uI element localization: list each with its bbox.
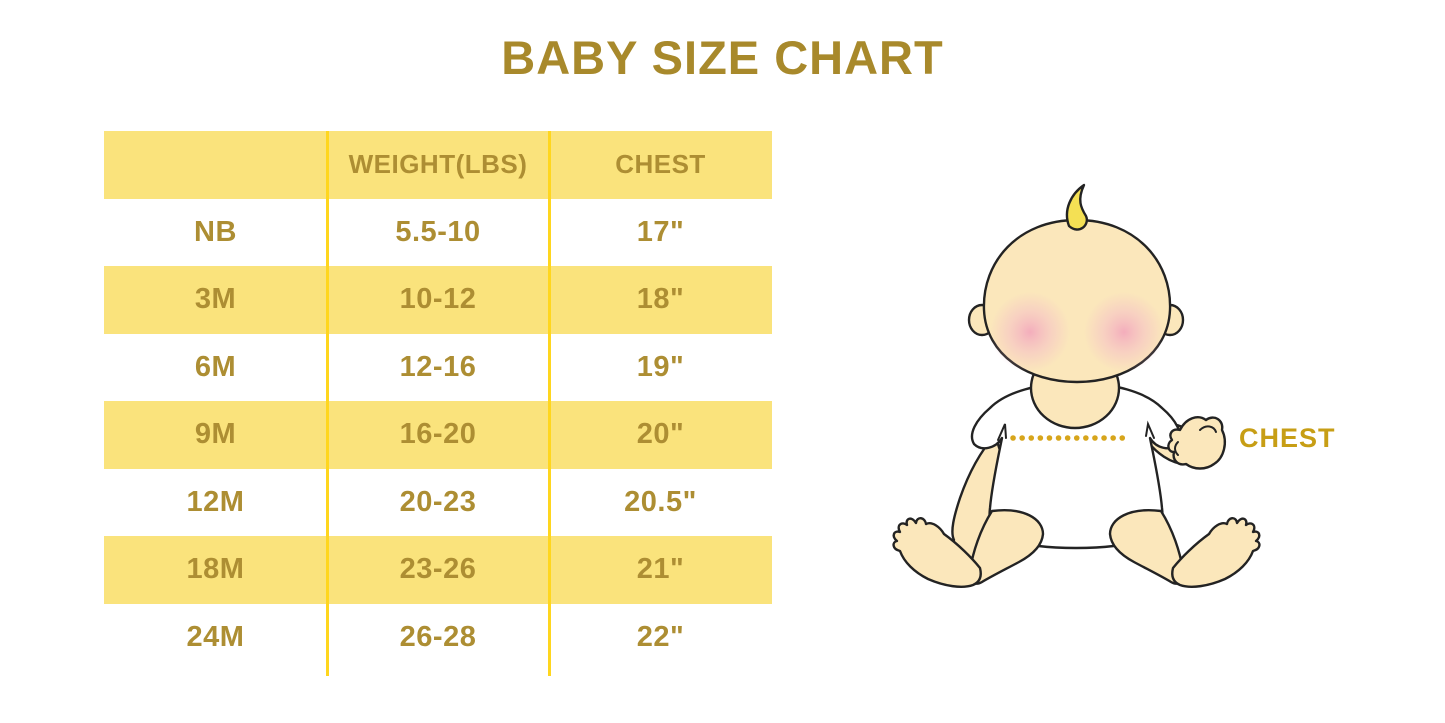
header-size-cell: [104, 131, 327, 199]
size-cell: 24M: [186, 620, 245, 653]
chest-cell: 20.5": [624, 485, 697, 518]
size-table: WEIGHT(LBS) CHEST NB 5.5-10 17" 3M 10-12…: [104, 131, 772, 676]
size-cell: NB: [194, 215, 237, 248]
baby-right-cheek: [1084, 292, 1164, 372]
baby-right-leg-group: [1108, 509, 1261, 588]
column-divider-1: [326, 131, 329, 676]
chest-cell: 20": [636, 418, 685, 451]
chest-cell: 21": [636, 553, 685, 586]
size-cell: 6M: [194, 350, 237, 383]
chest-cell: 17": [636, 215, 685, 248]
weight-cell: 16-20: [399, 418, 477, 451]
baby-left-foot: [892, 517, 982, 588]
table-row-18m: 18M 23-26 21": [104, 536, 772, 604]
table-row-nb: NB 5.5-10 17": [104, 199, 772, 267]
baby-left-cheek: [990, 292, 1070, 372]
baby-hair-curl: [1065, 183, 1089, 231]
table-row-6m: 6M 12-16 19": [104, 334, 772, 402]
header-weight-cell: WEIGHT(LBS): [348, 149, 528, 180]
baby-right-foot: [1171, 517, 1261, 588]
baby-fist-knuckle-line: [1199, 425, 1217, 433]
page-title: BABY SIZE CHART: [501, 31, 944, 84]
weight-cell: 20-23: [399, 485, 477, 518]
baby-illustration: [892, 183, 1261, 588]
left-sleeve-notch: [997, 423, 1007, 441]
size-cell: 18M: [186, 553, 245, 586]
table-header-row: WEIGHT(LBS) CHEST: [104, 131, 772, 199]
chest-cell: 22": [636, 620, 685, 653]
chest-measurement-label: CHEST: [1239, 423, 1336, 453]
chest-cell: 19": [636, 350, 685, 383]
size-cell: 3M: [194, 283, 237, 316]
chest-cell: 18": [636, 283, 685, 316]
header-chest-cell: CHEST: [615, 149, 706, 180]
table-row-24m: 24M 26-28 22": [104, 604, 772, 672]
weight-cell: 12-16: [399, 350, 477, 383]
size-cell: 12M: [186, 485, 245, 518]
weight-cell: 10-12: [399, 283, 477, 316]
column-divider-2: [548, 131, 551, 676]
table-row-9m: 9M 16-20 20": [104, 401, 772, 469]
weight-cell: 26-28: [399, 620, 477, 653]
weight-cell: 23-26: [399, 553, 477, 586]
baby-fist-finger-line: [1174, 441, 1179, 456]
table-row-12m: 12M 20-23 20.5": [104, 469, 772, 537]
right-sleeve-notch: [1145, 420, 1155, 439]
baby-right-fist: [1167, 416, 1226, 470]
size-cell: 9M: [194, 418, 237, 451]
table-row-3m: 3M 10-12 18": [104, 266, 772, 334]
weight-cell: 5.5-10: [395, 215, 481, 248]
